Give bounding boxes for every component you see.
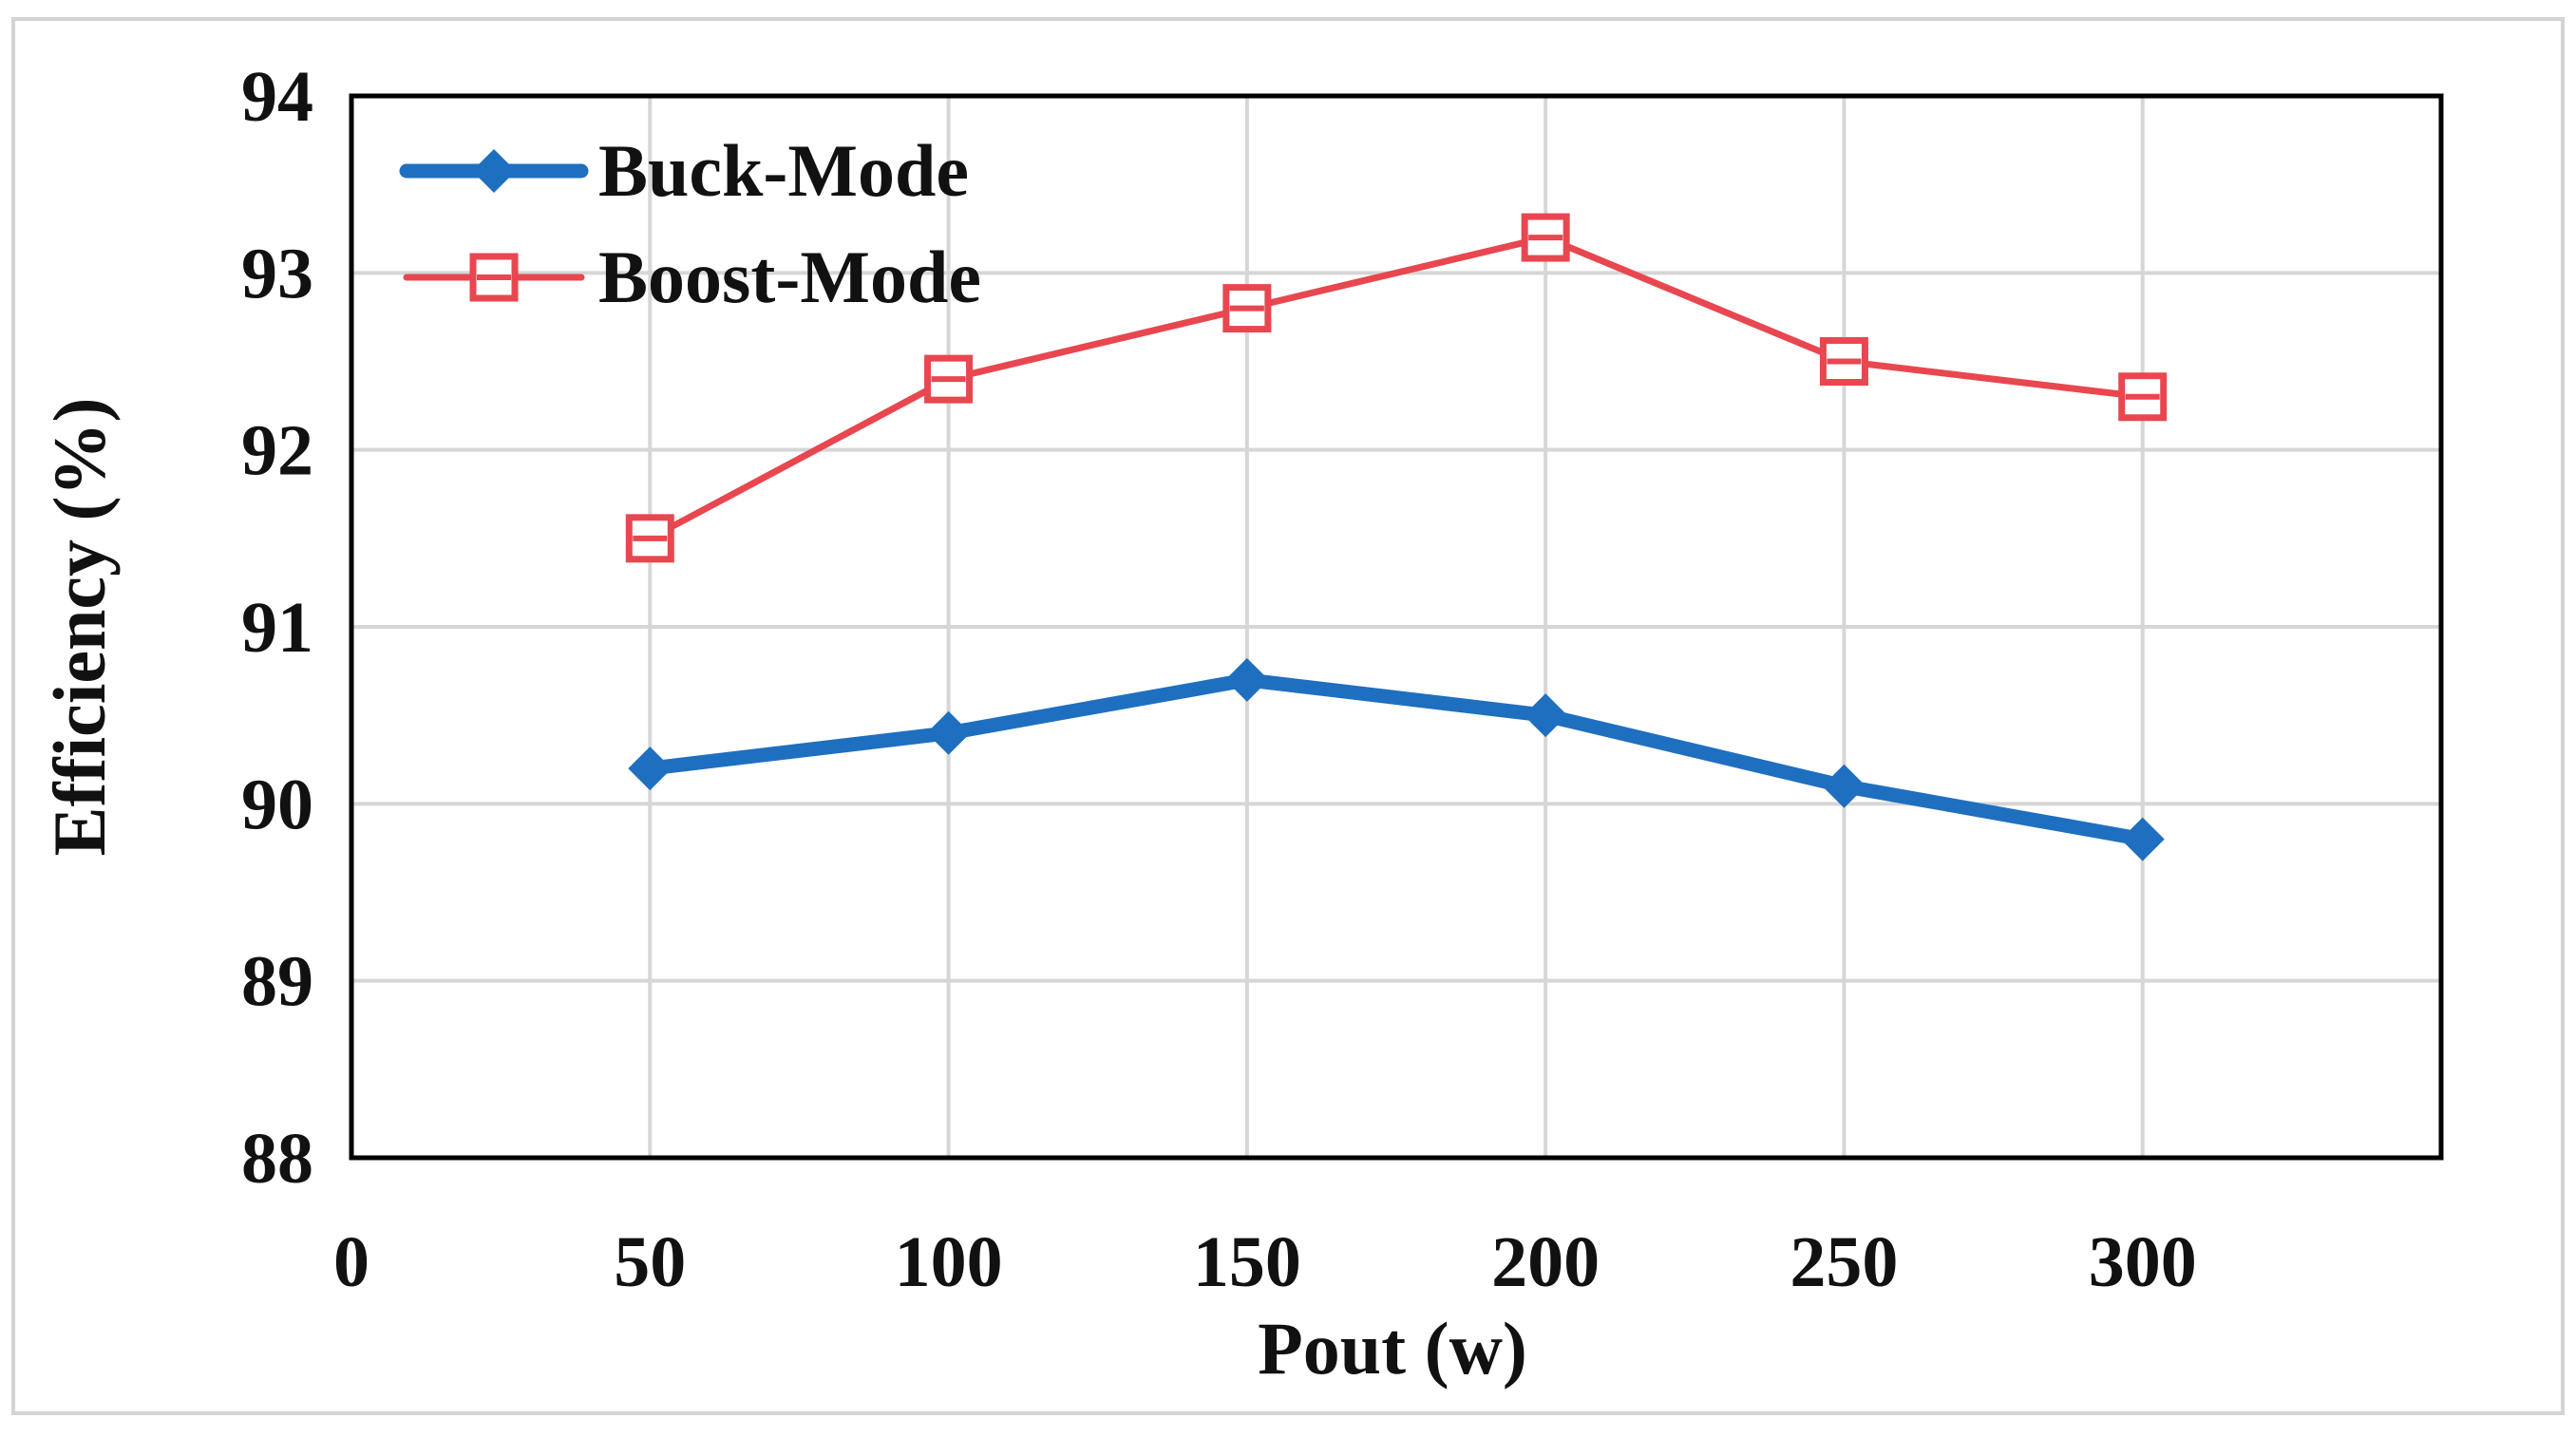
x-tick-label: 300 (2089, 1222, 2197, 1302)
x-tick-label: 50 (614, 1222, 686, 1302)
x-tick-label: 200 (1491, 1222, 1600, 1302)
legend: Buck-Mode Boost-Mode (399, 129, 981, 318)
x-axis-ticks: 0 50 100 150 200 250 300 (333, 1222, 2197, 1302)
y-axis-label: Efficiency (%) (38, 397, 121, 856)
y-tick-label: 91 (241, 588, 313, 668)
legend-label-boost-mode: Boost-Mode (598, 236, 981, 318)
data-series (625, 213, 2168, 861)
legend-label-buck-mode: Buck-Mode (598, 129, 969, 212)
plot-area-frame (349, 93, 2444, 1161)
y-tick-label: 93 (241, 234, 313, 313)
y-tick-label: 88 (241, 1119, 313, 1199)
data-point-buck-mode (2120, 817, 2165, 861)
data-point-buck-mode (1524, 693, 1568, 738)
series-line-buck-mode (642, 672, 2150, 847)
x-tick-label: 150 (1193, 1222, 1301, 1302)
data-point-buck-mode (1822, 764, 1866, 808)
y-tick-label: 92 (241, 411, 313, 491)
legend-marker-buck-mode (472, 149, 516, 193)
y-tick-label: 89 (241, 942, 313, 1022)
x-tick-label: 250 (1790, 1222, 1898, 1302)
y-tick-label: 94 (241, 57, 313, 137)
y-axis-ticks: 88 89 90 91 92 93 94 (241, 57, 313, 1199)
x-tick-label: 100 (895, 1222, 1003, 1302)
figure-border (11, 17, 2565, 1415)
y-tick-label: 90 (241, 765, 313, 844)
x-tick-label: 0 (333, 1222, 369, 1302)
data-point-buck-mode (926, 710, 971, 755)
data-point-buck-mode (628, 747, 672, 791)
series-line-boost-mode (646, 234, 2147, 542)
data-point-buck-mode (1224, 657, 1269, 702)
x-axis-label: Pout (w) (1258, 1307, 1527, 1390)
data-point-boost-mode (1222, 284, 1272, 333)
